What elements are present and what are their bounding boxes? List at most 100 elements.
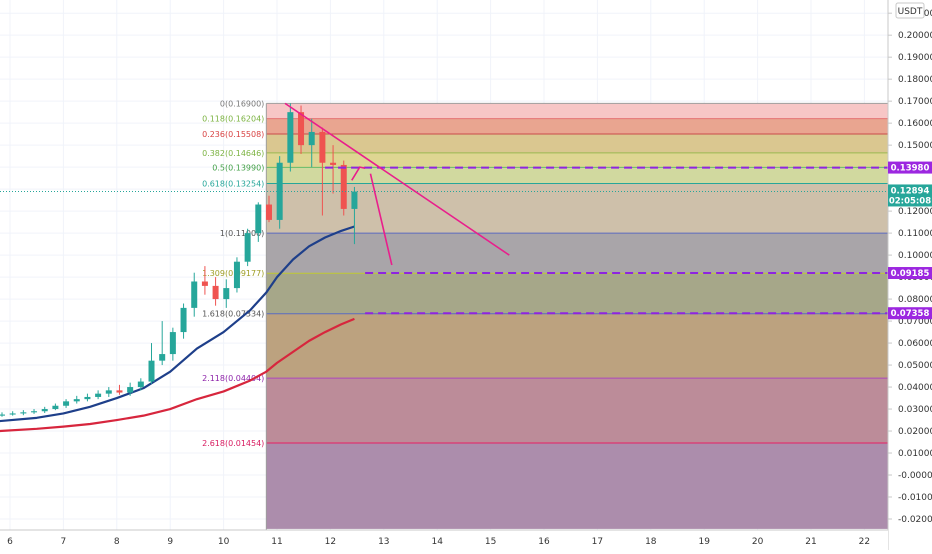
candle-body [127, 387, 134, 393]
candle-body [265, 204, 272, 220]
fib-level-label: 1.618(0.07334) [202, 310, 264, 319]
fib-level-label: 0.118(0.16204) [202, 115, 264, 124]
price-tick-label: 0.20000 [898, 31, 932, 41]
fib-level-label: 0.236(0.15508) [202, 130, 264, 139]
trend-line[interactable] [284, 102, 510, 256]
currency-label: USDT [898, 7, 923, 17]
price-tag [888, 161, 932, 174]
horizontal-lines[interactable] [0, 166, 888, 315]
candle-body [137, 381, 144, 388]
candle-body [233, 261, 240, 289]
fib-level-label: 0.382(0.14646) [202, 149, 264, 158]
price-tick-label: 0.07000 [898, 317, 932, 327]
candle-body [73, 399, 80, 402]
candle-body [255, 204, 262, 234]
price-tick-label: 0.10000 [898, 251, 932, 261]
candle-body [180, 307, 187, 333]
candle-body [169, 332, 176, 355]
time-axis-panel[interactable] [0, 530, 888, 550]
price-tick-label: 0.18000 [898, 75, 932, 85]
time-tick-label: 12 [325, 537, 336, 547]
trend-line[interactable] [369, 173, 393, 266]
time-tick-label: 11 [271, 537, 282, 547]
fib-zone [266, 378, 897, 444]
price-tick-label: 0.03000 [898, 405, 932, 415]
time-tick-label: 6 [7, 537, 13, 547]
candle-body [41, 409, 48, 412]
price-tag-label: 0.09185 [891, 269, 930, 279]
price-tick-label: 0.05000 [898, 361, 932, 371]
time-tick-label: 10 [218, 537, 230, 547]
price-tick-label: 0.06000 [898, 339, 932, 349]
time-tick-label: 8 [114, 537, 120, 547]
price-tick-label: 0.16000 [898, 119, 932, 129]
fib-zone [266, 152, 897, 168]
time-tick-label: 21 [805, 537, 816, 547]
candle-body [319, 131, 326, 163]
candle-body [244, 233, 251, 262]
candle-body [287, 112, 294, 163]
current-price-label: 0.12894 [891, 186, 930, 196]
candle-body [84, 396, 91, 400]
fib-zone [266, 313, 897, 379]
candle-body [298, 112, 305, 146]
fib-level-label: 1.309(0.09177) [202, 269, 264, 278]
fib-level-label: 0.618(0.13254) [202, 180, 264, 189]
candle-body [191, 281, 198, 308]
candle-body [308, 131, 315, 146]
price-tag [888, 307, 932, 320]
candle-body [95, 393, 102, 397]
time-tick-label: 20 [752, 537, 764, 547]
fib-zone [266, 183, 897, 234]
fib-zone [266, 273, 897, 314]
trend-line[interactable] [351, 166, 366, 181]
candle-body [20, 412, 27, 414]
time-tick-label: 22 [859, 537, 870, 547]
candle-body [351, 191, 358, 209]
fib-zone [266, 133, 897, 153]
price-tick-label: 0.02000 [898, 427, 932, 437]
time-tick-label: 14 [431, 537, 443, 547]
time-tick-label: 16 [538, 537, 550, 547]
price-tag-label: 0.07358 [891, 309, 930, 319]
time-tick-label: 7 [61, 537, 67, 547]
price-tick-label: 0.15000 [898, 141, 932, 151]
candle-body [31, 411, 38, 413]
fib-level-label: 2.618(0.01454) [202, 439, 264, 448]
candle-body [212, 285, 219, 300]
price-tick-label: 0.04000 [898, 383, 932, 393]
candle-body [116, 390, 123, 393]
price-tick-label: 0.11000 [898, 229, 932, 239]
candle-body [201, 281, 208, 286]
candle-body [105, 390, 112, 394]
time-tick-label: 13 [378, 537, 389, 547]
price-tick-label: -0.01000 [898, 493, 932, 503]
candle-body [52, 405, 59, 410]
candle-body [0, 414, 5, 416]
price-tick-label: 0.17000 [898, 97, 932, 107]
candle-body [63, 401, 70, 406]
fib-level-label: 2.118(0.04404) [202, 374, 264, 383]
fibonacci-retracement[interactable]: 0(0.16900) 0.118(0.16204) 0.236(0.15508) 0.… [202, 99, 897, 530]
ema-slow-line [0, 317, 355, 433]
candle-body [9, 413, 16, 415]
ema-fast-line [0, 225, 355, 423]
candle-body [330, 162, 337, 165]
fib-zone [266, 233, 897, 274]
price-tag [888, 267, 932, 280]
currency-selector[interactable]: USDT [895, 2, 925, 19]
price-tick-label: 0.12000 [898, 207, 932, 217]
current-price-tag [888, 184, 932, 207]
candle-body [159, 354, 166, 361]
candle-body [340, 164, 347, 209]
price-tick-label: 0.19000 [898, 53, 932, 63]
fib-zone [266, 103, 897, 119]
time-tick-label: 18 [645, 537, 657, 547]
price-tag-label: 0.13980 [891, 164, 930, 174]
moving-averages [0, 225, 355, 433]
trend-lines[interactable] [284, 102, 510, 266]
time-tick-label: 15 [485, 537, 496, 547]
